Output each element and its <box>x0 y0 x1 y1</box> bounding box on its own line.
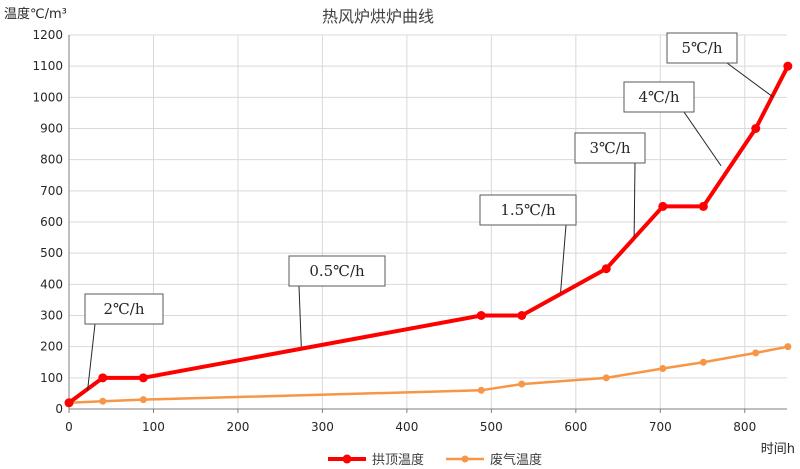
data-point <box>751 124 761 133</box>
y-tick-labels: 0 100 200 300 400 500 600 700 800 900 1000 1100 1200 <box>32 28 63 416</box>
x-tick-label: 800 <box>733 420 756 434</box>
callout-label: 5℃/h <box>681 39 722 57</box>
slope-callout: 0.5℃/h <box>288 255 386 347</box>
y-tick-label: 0 <box>55 402 63 416</box>
y-tick-label: 300 <box>40 309 63 323</box>
y-tick-label: 1000 <box>32 90 63 104</box>
series-line <box>68 345 789 405</box>
callout-leader <box>87 323 96 391</box>
data-point <box>99 397 107 405</box>
callout-leader <box>633 162 636 238</box>
x-tick-labels: 0 100 200 300 400 500 600 700 800 <box>65 420 756 434</box>
y-tick-label: 700 <box>40 184 63 198</box>
y-tick-label: 200 <box>40 340 63 354</box>
legend-item: 拱顶温度 <box>328 452 424 468</box>
data-point <box>658 201 668 211</box>
y-tick-label: 600 <box>40 215 63 229</box>
slope-callout: 2℃/h <box>84 293 164 391</box>
y-tick-label: 900 <box>40 122 63 136</box>
y-axis-label: 温度℃/m³ <box>4 6 67 22</box>
callout-leader <box>560 224 567 293</box>
callout-leader <box>726 62 774 98</box>
callout-leader <box>298 285 302 347</box>
y-tick-label: 400 <box>40 277 63 291</box>
legend-label: 拱顶温度 <box>372 452 424 468</box>
x-tick-label: 300 <box>311 420 334 434</box>
data-point <box>138 373 148 383</box>
data-point <box>699 358 707 366</box>
slope-callout: 3℃/h <box>574 132 646 238</box>
data-point <box>698 201 708 211</box>
callout-box <box>84 293 164 325</box>
x-axis-label: 时间h <box>761 442 795 457</box>
data-point <box>659 364 667 372</box>
callout-label: 2℃/h <box>103 300 144 318</box>
y-tick-label: 1100 <box>32 59 63 73</box>
x-tick-label: 400 <box>395 420 418 434</box>
callout-box <box>574 132 646 164</box>
x-tick-label: 600 <box>564 420 587 434</box>
slope-callout: 1.5℃/h <box>479 194 577 293</box>
x-tick-label: 700 <box>649 420 672 434</box>
data-point <box>476 311 486 320</box>
series-line <box>67 65 790 405</box>
data-point <box>783 61 793 71</box>
data-point <box>64 398 74 408</box>
chart-title: 热风炉烘炉曲线 <box>322 7 434 26</box>
series-layer <box>64 61 793 408</box>
y-tick-label: 500 <box>40 246 63 260</box>
series-0 <box>64 61 793 408</box>
y-tick-label: 800 <box>40 153 63 167</box>
callout-leader <box>683 111 722 167</box>
x-tick-label: 500 <box>480 420 503 434</box>
annotation-layer: 2℃/h 0.5℃/h 1.5℃/h 3℃/h 4℃/h 5℃/h <box>84 32 774 391</box>
legend-label: 废气温度 <box>490 452 542 468</box>
slope-callout: 4℃/h <box>623 81 722 167</box>
series-1 <box>65 343 792 407</box>
callout-box <box>479 194 577 226</box>
x-tick-label: 200 <box>226 420 249 434</box>
callout-label: 3℃/h <box>589 139 630 157</box>
data-point <box>601 264 611 274</box>
data-point <box>602 374 610 382</box>
callout-box <box>666 32 738 64</box>
legend-swatch-marker <box>342 454 352 464</box>
y-tick-label: 100 <box>40 371 63 385</box>
axes <box>68 35 787 413</box>
x-tick-label: 100 <box>142 420 165 434</box>
legend-item: 废气温度 <box>446 452 542 468</box>
callout-box <box>623 81 695 113</box>
data-point <box>752 349 760 357</box>
data-point <box>139 396 147 404</box>
legend-swatch-marker <box>461 455 469 463</box>
callout-label: 0.5℃/h <box>309 262 365 280</box>
callout-box <box>288 255 386 287</box>
legend: 拱顶温度 废气温度 <box>328 452 542 468</box>
callout-label: 4℃/h <box>638 88 679 106</box>
callout-label: 1.5℃/h <box>500 201 556 219</box>
data-point <box>517 311 527 320</box>
x-tick-label: 0 <box>65 420 73 434</box>
data-point <box>98 373 108 383</box>
data-point <box>784 343 792 351</box>
slope-callout: 5℃/h <box>666 32 774 98</box>
data-point <box>477 386 485 394</box>
data-point <box>518 380 526 388</box>
y-tick-label: 1200 <box>32 28 63 42</box>
